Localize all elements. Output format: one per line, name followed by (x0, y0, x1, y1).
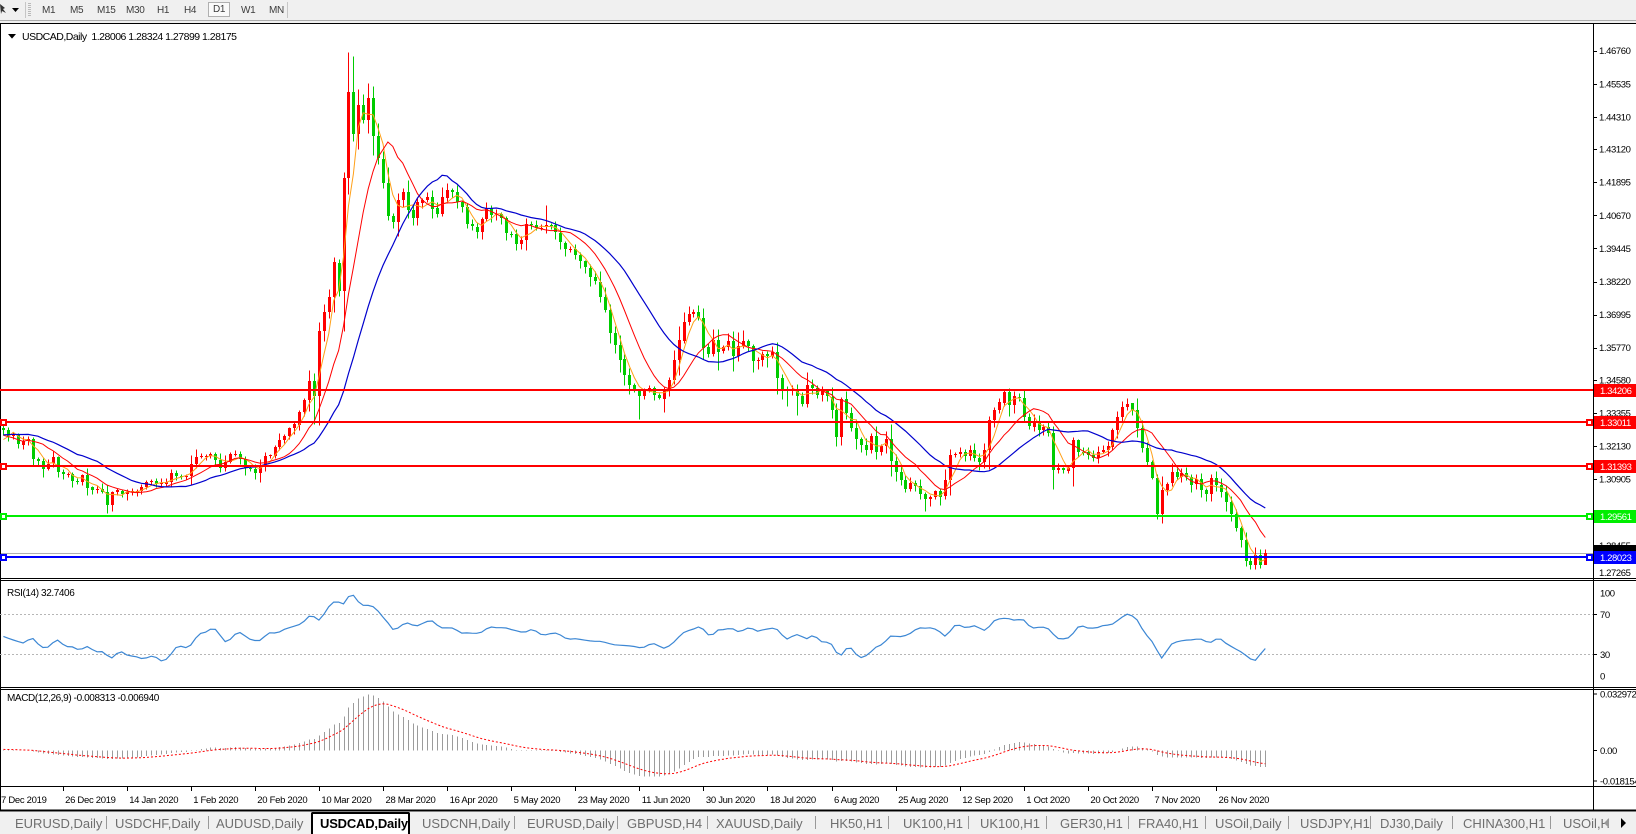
svg-text:1.31393: 1.31393 (1600, 462, 1632, 473)
svg-text:0: 0 (1600, 672, 1605, 683)
svg-text:14 Jan 2020: 14 Jan 2020 (129, 795, 178, 806)
svg-text:1.45535: 1.45535 (1599, 79, 1631, 90)
svg-text:1.30905: 1.30905 (1599, 475, 1631, 486)
svg-text:1.36995: 1.36995 (1599, 310, 1631, 321)
svg-text:1.41895: 1.41895 (1599, 178, 1631, 189)
svg-text:-0.018154: -0.018154 (1600, 777, 1636, 788)
svg-text:10 Mar 2020: 10 Mar 2020 (321, 795, 371, 806)
svg-text:18 Jul 2020: 18 Jul 2020 (770, 795, 816, 806)
svg-text:5 May 2020: 5 May 2020 (514, 795, 561, 806)
svg-text:1.33355: 1.33355 (1599, 409, 1631, 420)
svg-text:1.29561: 1.29561 (1600, 512, 1632, 523)
svg-text:30 Jun 2020: 30 Jun 2020 (706, 795, 755, 806)
svg-text:16 Apr 2020: 16 Apr 2020 (450, 795, 498, 806)
svg-text:RSI(14) 32.7406: RSI(14) 32.7406 (7, 588, 75, 599)
svg-text:1.33011: 1.33011 (1600, 418, 1631, 429)
svg-text:20 Oct 2020: 20 Oct 2020 (1090, 795, 1138, 806)
svg-text:1 Feb 2020: 1 Feb 2020 (193, 795, 238, 806)
svg-text:23 May 2020: 23 May 2020 (578, 795, 630, 806)
svg-text:1.46760: 1.46760 (1599, 46, 1631, 57)
svg-text:20 Feb 2020: 20 Feb 2020 (257, 795, 307, 806)
svg-text:26 Dec 2019: 26 Dec 2019 (65, 795, 116, 806)
svg-text:70: 70 (1600, 610, 1610, 621)
svg-text:USDCAD,Daily 1.28006 1.28324: USDCAD,Daily 1.28006 1.28324 1.27899 1.2… (22, 31, 237, 43)
svg-text:12 Sep 2020: 12 Sep 2020 (962, 795, 1013, 806)
svg-text:6 Aug 2020: 6 Aug 2020 (834, 795, 879, 806)
svg-text:0.032972: 0.032972 (1600, 690, 1636, 701)
svg-text:25 Aug 2020: 25 Aug 2020 (898, 795, 948, 806)
svg-text:1.32130: 1.32130 (1599, 442, 1631, 453)
svg-text:1.34580: 1.34580 (1599, 375, 1631, 386)
svg-text:11 Jun 2020: 11 Jun 2020 (642, 795, 690, 806)
svg-text:7 Nov 2020: 7 Nov 2020 (1154, 795, 1200, 806)
svg-text:1.39445: 1.39445 (1599, 244, 1631, 255)
svg-text:0.00: 0.00 (1600, 746, 1617, 757)
svg-text:1.34206: 1.34206 (1600, 386, 1632, 397)
svg-text:7 Dec 2019: 7 Dec 2019 (1, 795, 47, 806)
svg-text:1 Oct 2020: 1 Oct 2020 (1026, 795, 1069, 806)
svg-text:1.40670: 1.40670 (1599, 211, 1631, 222)
svg-text:1.38220: 1.38220 (1599, 277, 1631, 288)
svg-text:28 Mar 2020: 28 Mar 2020 (386, 795, 436, 806)
svg-text:1.44310: 1.44310 (1599, 112, 1631, 123)
svg-text:1.27265: 1.27265 (1599, 568, 1631, 579)
svg-text:26 Nov 2020: 26 Nov 2020 (1219, 795, 1270, 806)
svg-text:1.43120: 1.43120 (1599, 145, 1631, 156)
svg-text:1.35770: 1.35770 (1599, 343, 1631, 354)
svg-text:30: 30 (1600, 650, 1610, 661)
svg-text:100: 100 (1600, 589, 1615, 600)
svg-text:MACD(12,26,9) -0.008313 -0.006: MACD(12,26,9) -0.008313 -0.006940 (7, 693, 160, 704)
svg-text:1.28023: 1.28023 (1600, 553, 1632, 564)
